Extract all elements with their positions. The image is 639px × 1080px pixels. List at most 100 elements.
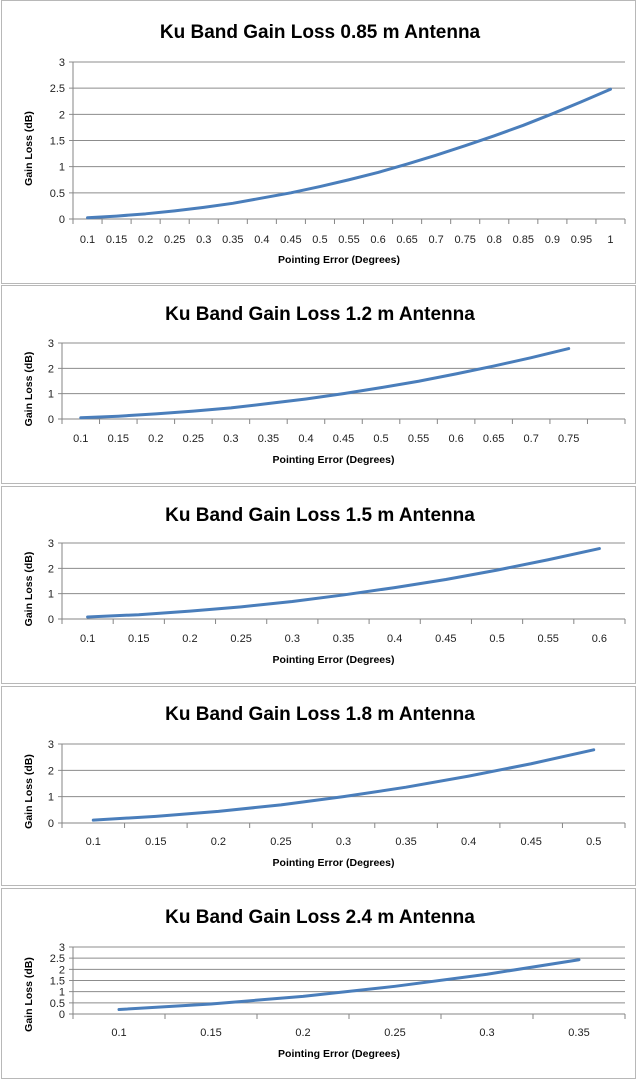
y-axis-label: Gain Loss (dB)	[23, 111, 35, 186]
x-tick-label: 0.2	[211, 836, 226, 848]
y-tick-label: 3	[48, 338, 54, 350]
chart-panel-0-85m: Ku Band Gain Loss 0.85 m Antenna 0 0.5 1 1.5…	[1, 0, 636, 284]
x-tick-label: 0.3	[285, 633, 300, 645]
chart-svg: Ku Band Gain Loss 1.8 m Antenna 0 1 2 3 0.1 0.…	[23, 704, 626, 869]
x-tick-label: 0.6	[592, 633, 607, 645]
series-line	[117, 958, 581, 1012]
y-axis-label: Gain Loss (dB)	[23, 552, 35, 627]
y-tick-label: 3	[48, 739, 54, 751]
y-tick-label: 2	[59, 109, 65, 121]
x-tick-label: 0.35	[258, 433, 279, 445]
x-axis-label: Pointing Error (Degrees)	[278, 254, 400, 266]
x-tick-label: 0.5	[586, 836, 601, 848]
x-tick-label: 0.15	[200, 1027, 221, 1039]
y-tick-label: 2.5	[50, 953, 65, 965]
x-tick-label: 0.25	[164, 234, 185, 246]
series-line	[86, 87, 612, 220]
x-tick-label: 0.1	[86, 836, 101, 848]
chart-title: Ku Band Gain Loss 1.5 m Antenna	[165, 505, 475, 526]
x-tick-label: 0.25	[183, 433, 204, 445]
x-tick-label: 0.3	[223, 433, 238, 445]
x-tick-label: 0.5	[489, 633, 504, 645]
series-line	[86, 547, 601, 619]
y-tick-label: 2	[48, 363, 54, 375]
chart-svg: Ku Band Gain Loss 1.5 m Antenna 0 1 2 3 0.1 0.…	[23, 505, 626, 666]
x-tick-label: 0.15	[145, 836, 166, 848]
x-tick-label: 0.15	[128, 633, 149, 645]
x-tick-label: 0.8	[487, 234, 502, 246]
y-tick-label: 2	[59, 964, 65, 976]
x-tick-label: 0.25	[384, 1027, 405, 1039]
x-tick-label: 0.65	[483, 433, 504, 445]
y-tick-label: 3	[59, 57, 65, 69]
x-tick-label: 0.9	[545, 234, 560, 246]
y-tick-label: 1	[48, 389, 54, 401]
y-tick-label: 0	[59, 1009, 65, 1021]
x-tick-label: 0.25	[270, 836, 291, 848]
x-axis-label: Pointing Error (Degrees)	[273, 654, 395, 666]
y-tick-label: 2.5	[50, 83, 65, 95]
x-tick-label: 0.95	[571, 234, 592, 246]
x-axis-label: Pointing Error (Degrees)	[273, 454, 395, 466]
x-tick-label: 0.55	[338, 234, 359, 246]
y-axis-label: Gain Loss (dB)	[23, 957, 35, 1032]
chart-title: Ku Band Gain Loss 0.85 m Antenna	[160, 22, 481, 43]
x-tick-label: 0.2	[148, 433, 163, 445]
y-axis-label: Gain Loss (dB)	[23, 352, 35, 427]
y-tick-label: 3	[59, 942, 65, 954]
y-tick-label: 0	[48, 818, 54, 830]
chart-svg: Ku Band Gain Loss 1.2 m Antenna 0 1 2 3 0.1 0.…	[23, 304, 626, 466]
x-tick-label: 0.5	[312, 234, 327, 246]
x-tick-label: 1	[607, 234, 613, 246]
x-tick-label: 0.3	[196, 234, 211, 246]
chart-svg: Ku Band Gain Loss 2.4 m Antenna00.511.52…	[23, 907, 626, 1060]
x-tick-label: 0.1	[73, 433, 88, 445]
y-tick-label: 2	[48, 563, 54, 575]
y-tick-label: 1.5	[50, 976, 65, 988]
y-tick-label: 0	[48, 414, 54, 426]
x-tick-label: 0.35	[333, 633, 354, 645]
y-tick-label: 0	[48, 614, 54, 626]
y-tick-label: 1	[59, 987, 65, 999]
chart-title: Ku Band Gain Loss 1.2 m Antenna	[165, 304, 475, 325]
x-tick-label: 0.2	[295, 1027, 310, 1039]
x-tick-label: 0.55	[538, 633, 559, 645]
x-tick-label: 0.15	[106, 234, 127, 246]
y-tick-label: 1	[48, 792, 54, 804]
x-tick-label: 0.35	[395, 836, 416, 848]
x-tick-label: 0.75	[454, 234, 475, 246]
x-tick-label: 0.45	[333, 433, 354, 445]
x-tick-label: 0.85	[513, 234, 534, 246]
y-tick-label: 1.5	[50, 136, 65, 148]
x-tick-label: 0.75	[558, 433, 579, 445]
y-tick-label: 0.5	[50, 188, 65, 200]
y-tick-label: 1	[59, 162, 65, 174]
x-tick-label: 0.4	[298, 433, 313, 445]
y-tick-label: 2	[48, 765, 54, 777]
x-tick-label: 0.3	[336, 836, 351, 848]
x-tick-label: 0.5	[373, 433, 388, 445]
chart-panel-2-4m: Ku Band Gain Loss 2.4 m Antenna 0 0.5 1 1.5 2…	[1, 888, 636, 1079]
x-tick-label: 0.2	[182, 633, 197, 645]
x-tick-label: 0.1	[80, 234, 95, 246]
chart-panel-1-5m: Ku Band Gain Loss 1.5 m Antenna 0 1 2 3 0.1 0.…	[1, 486, 636, 684]
y-tick-label: 0.5	[50, 998, 65, 1010]
chart-panel-1-2m: Ku Band Gain Loss 1.2 m Antenna 0 1 2 3 0.1 0.…	[1, 285, 636, 484]
x-tick-label: 0.4	[387, 633, 402, 645]
x-tick-label: 0.45	[280, 234, 301, 246]
x-tick-label: 0.3	[479, 1027, 494, 1039]
x-tick-label: 0.7	[429, 234, 444, 246]
chart-svg: Ku Band Gain Loss 0.85 m Antenna 0 0.5 1 1.5…	[23, 22, 626, 266]
x-axis-label: Pointing Error (Degrees)	[278, 1048, 400, 1060]
x-tick-label: 0.35	[568, 1027, 589, 1039]
chart-panel-1-8m: Ku Band Gain Loss 1.8 m Antenna 0 1 2 3 0.1 0.…	[1, 686, 636, 886]
y-tick-label: 0	[59, 214, 65, 226]
x-tick-label: 0.6	[370, 234, 385, 246]
chart-title: Ku Band Gain Loss 1.8 m Antenna	[165, 704, 475, 725]
series-line	[79, 347, 571, 420]
x-tick-label: 0.4	[461, 836, 476, 848]
x-tick-label: 0.7	[524, 433, 539, 445]
series-line	[91, 748, 596, 822]
x-tick-label: 0.45	[435, 633, 456, 645]
x-tick-label: 0.65	[396, 234, 417, 246]
